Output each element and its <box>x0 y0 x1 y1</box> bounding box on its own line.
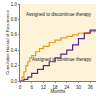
svg-text:Months: Months <box>51 90 67 95</box>
svg-text:0.2: 0.2 <box>11 63 18 68</box>
svg-text:6: 6 <box>30 85 33 90</box>
svg-text:Assigned to discontinue therap: Assigned to discontinue therapy <box>26 12 92 17</box>
svg-text:0.6: 0.6 <box>11 32 18 37</box>
svg-text:36: 36 <box>88 85 94 90</box>
svg-text:12: 12 <box>41 85 47 90</box>
svg-text:1.0: 1.0 <box>11 2 18 7</box>
svg-text:0.0: 0.0 <box>11 79 18 84</box>
svg-text:0.4: 0.4 <box>11 48 18 53</box>
svg-text:18: 18 <box>53 85 59 90</box>
svg-text:Assigned to continue therapy: Assigned to continue therapy <box>32 57 92 62</box>
svg-text:24: 24 <box>64 85 70 90</box>
svg-text:0: 0 <box>19 85 22 90</box>
svg-text:30: 30 <box>76 85 82 90</box>
svg-text:0.8: 0.8 <box>11 17 18 22</box>
svg-text:Cumulative Hazard of Recurrenc: Cumulative Hazard of Recurrence <box>5 10 10 75</box>
